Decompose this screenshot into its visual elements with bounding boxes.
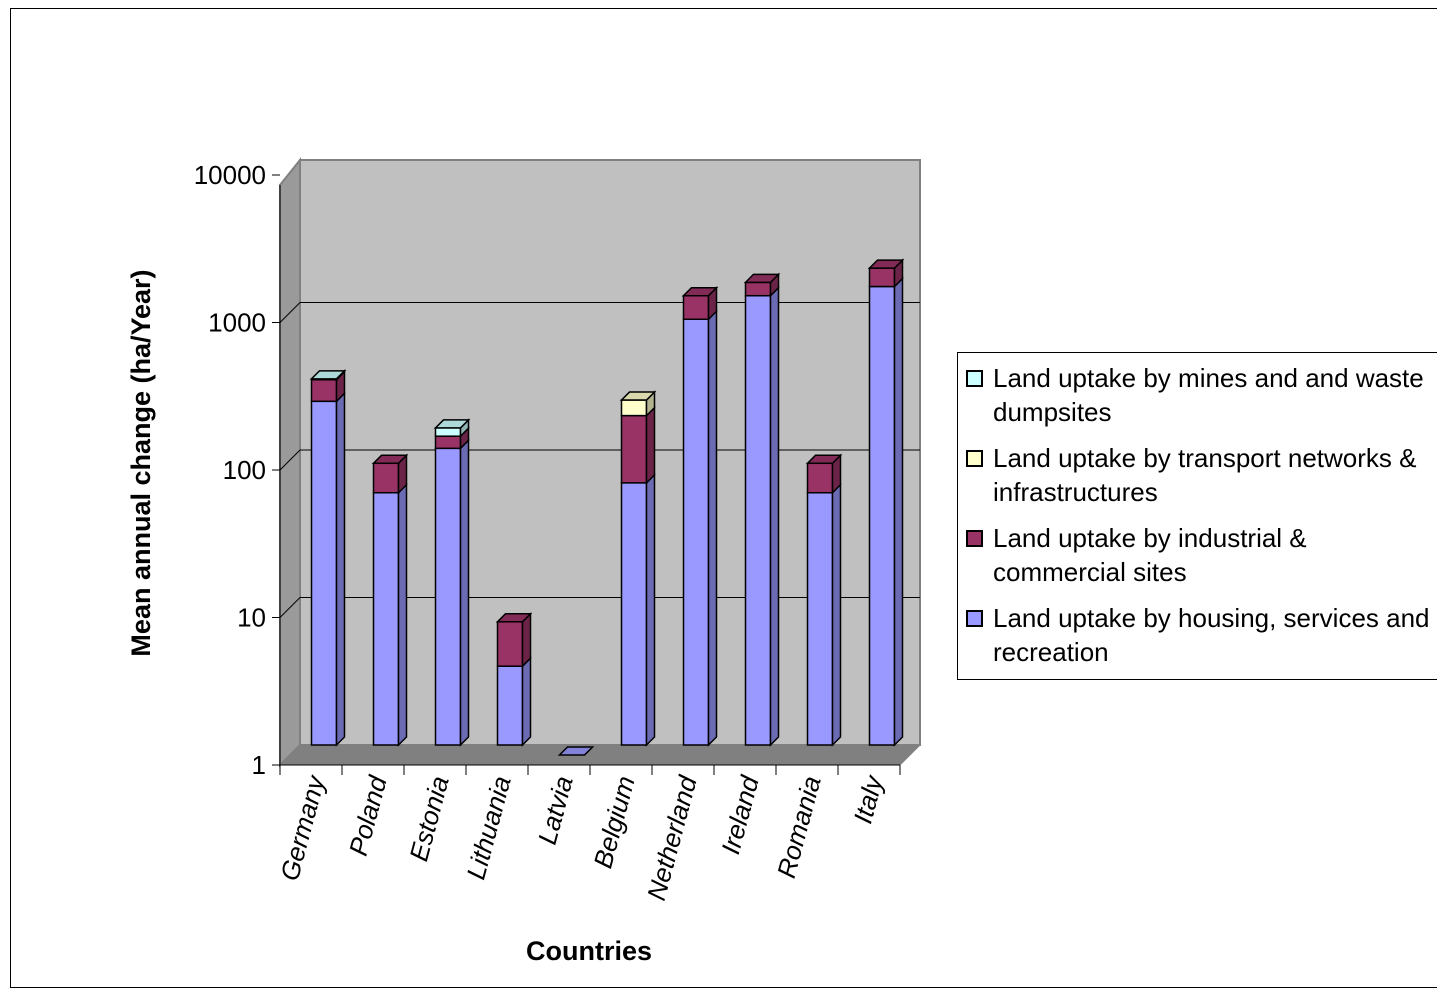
bar-top-belgium: [619, 391, 657, 401]
x-tick-label: Ireland: [715, 771, 765, 857]
legend-label: Land uptake by transport networks & infr…: [993, 443, 1417, 507]
bar-top-poland: [371, 454, 409, 465]
bar-segment-ireland-series-1: [744, 281, 772, 297]
bar-segment-ireland-series-0: [744, 294, 772, 746]
bar-segment-belgium-series-2: [620, 399, 648, 417]
gridline: [279, 302, 301, 323]
legend-swatch: [966, 610, 983, 627]
bar-side-netherland: [707, 309, 718, 747]
bar-top-germany: [309, 370, 347, 380]
legend-swatch: [966, 450, 983, 467]
x-tick-label: Poland: [343, 771, 393, 858]
bar-side-belgium: [645, 405, 656, 485]
bar-side-ireland: [769, 285, 780, 747]
bar-side-romania: [831, 482, 842, 747]
y-tick-label: 10: [237, 603, 266, 633]
bar-segment-germany-series-1: [310, 378, 338, 403]
x-axis-title: Countries: [526, 936, 652, 966]
bar-side-italy: [893, 276, 904, 747]
bar-top-ireland: [743, 273, 781, 284]
bar-segment-belgium-series-0: [620, 482, 648, 746]
bar-segment-germany-series-0: [310, 400, 338, 746]
gridline: [279, 597, 301, 618]
plot-floor: [278, 744, 922, 766]
bar-top-netherland: [681, 286, 719, 297]
legend-label: Land uptake by industrial & commercial s…: [993, 523, 1307, 587]
bar-top-estonia: [433, 419, 471, 429]
bar-side-poland: [397, 482, 408, 747]
bar-segment-romania-series-1: [806, 462, 834, 494]
bar-segment-italy-series-0: [868, 285, 896, 746]
bar-side-lithuania: [521, 656, 532, 747]
legend-label: Land uptake by housing, services and rec…: [993, 603, 1430, 667]
bar-segment-netherland-series-0: [682, 318, 710, 746]
y-tick-label: 1: [252, 750, 266, 780]
bar-segment-lithuania-series-0: [496, 665, 524, 746]
x-tick-label: Germany: [274, 771, 331, 884]
legend-label: Land uptake by mines and and waste dumps…: [993, 363, 1424, 427]
bar-segment-italy-series-1: [868, 267, 896, 288]
bar-segment-estonia-series-1: [434, 435, 462, 450]
bar-side-estonia: [459, 438, 470, 747]
y-axis-title: Mean annual change (ha/Year): [126, 269, 156, 656]
bar-side-belgium: [645, 473, 656, 747]
bar-segment-belgium-series-1: [620, 414, 648, 484]
bar-segment-estonia-series-3: [434, 427, 462, 437]
legend-item: Land uptake by industrial & commercial s…: [966, 521, 1437, 589]
bar-side-germany: [335, 391, 346, 747]
plot-side-wall: [279, 157, 301, 768]
x-tick-label: Romania: [771, 773, 827, 881]
bar-top-lithuania: [495, 613, 533, 623]
bar-segment-netherland-series-1: [682, 294, 710, 320]
legend-item: Land uptake by transport networks & infr…: [966, 441, 1437, 509]
legend: Land uptake by mines and and waste dumps…: [957, 352, 1437, 680]
legend-swatch: [966, 530, 983, 547]
x-tick-label: Belgium: [588, 773, 641, 872]
y-tick-label: 10000: [194, 160, 266, 190]
bar-segment-lithuania-series-1: [496, 621, 524, 667]
bar-segment-poland-series-1: [372, 462, 400, 494]
y-tick-label: 1000: [208, 308, 266, 338]
legend-item: Land uptake by mines and and waste dumps…: [966, 361, 1437, 429]
bar-top-italy: [867, 259, 905, 269]
bar-segment-estonia-series-0: [434, 447, 462, 746]
bar-top-romania: [805, 454, 843, 465]
legend-swatch: [966, 370, 983, 387]
bar-top-latvia: [557, 746, 595, 756]
x-tick-label: Italy: [847, 771, 889, 827]
x-tick-label: Estonia: [403, 773, 454, 865]
bar-segment-romania-series-0: [806, 491, 834, 746]
x-tick-label: Netherland: [641, 771, 703, 903]
x-tick-label: Latvia: [532, 773, 579, 848]
y-tick-label: 100: [223, 455, 266, 485]
gridline: [279, 449, 301, 471]
x-tick-label: Lithuania: [461, 773, 517, 883]
bar-segment-poland-series-0: [372, 491, 400, 746]
legend-item: Land uptake by housing, services and rec…: [966, 601, 1437, 669]
